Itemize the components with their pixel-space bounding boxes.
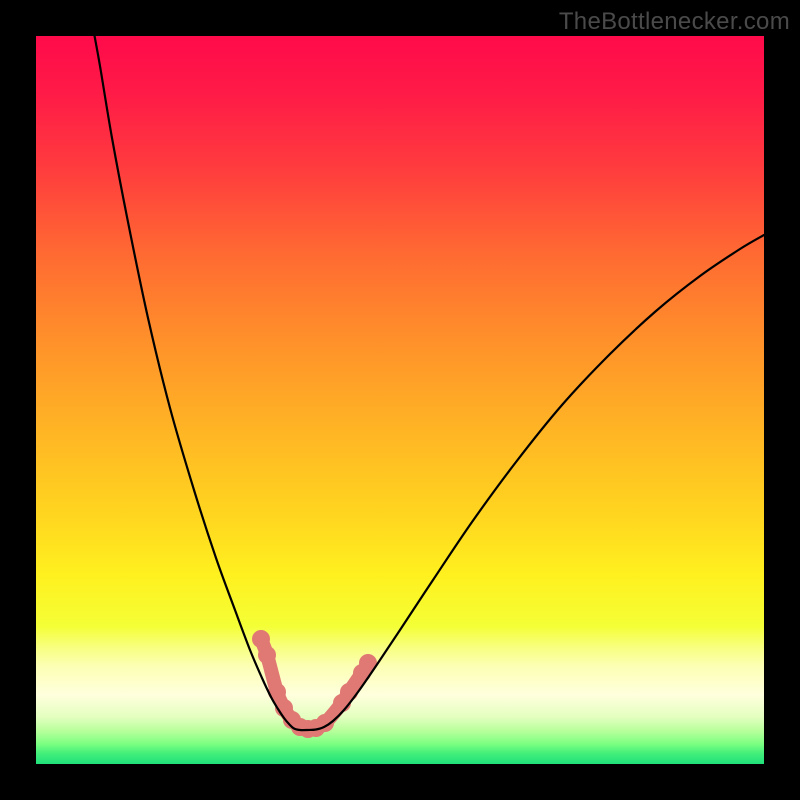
- watermark-text: TheBottlenecker.com: [559, 8, 790, 36]
- marker-dot: [340, 683, 358, 701]
- marker-dot: [258, 646, 276, 664]
- plot-background: [36, 36, 764, 764]
- chart-svg: [0, 0, 800, 800]
- marker-dot: [252, 630, 270, 648]
